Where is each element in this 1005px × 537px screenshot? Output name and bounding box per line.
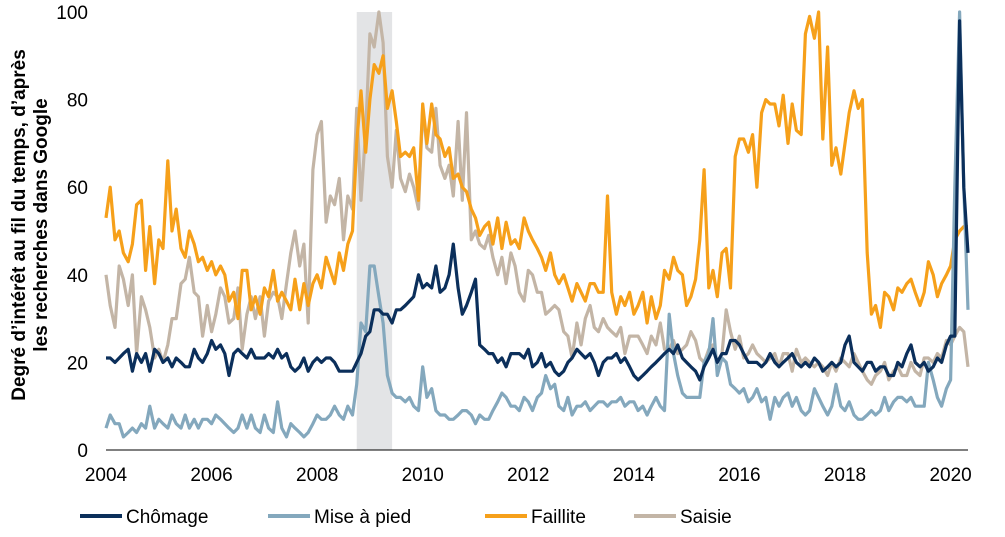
- legend-label: Saisie: [680, 507, 732, 528]
- legend-label: Chômage: [126, 507, 208, 528]
- legend-item: Chômage: [80, 507, 208, 528]
- legend-item: Mise à pied: [268, 507, 411, 528]
- x-tick-label: 2006: [190, 465, 232, 486]
- x-tick-label: 2018: [824, 465, 866, 486]
- series-layer: [104, 10, 970, 439]
- legend: Chômage Mise à pied Faillite Saisie: [80, 507, 732, 528]
- y-axis-label-line1: Degré d’intérêt au fil du temps, d’après: [9, 49, 30, 401]
- x-tick-label: 2004: [85, 465, 128, 486]
- y-tick-label: 80: [67, 91, 88, 112]
- y-tick-label: 20: [67, 353, 88, 374]
- recession-shade: [356, 12, 393, 450]
- series-line-2: [104, 10, 970, 439]
- y-tick-label: 40: [67, 266, 88, 287]
- y-tick-labels: 0 20 40 60 80 100: [56, 3, 88, 462]
- y-tick-label: 100: [56, 3, 88, 24]
- y-axis-label-line2: les recherches dans Google: [31, 98, 52, 351]
- legend-item: Faillite: [485, 507, 586, 528]
- legend-item: Saisie: [634, 507, 732, 528]
- series-line-3: [104, 10, 968, 329]
- x-tick-label: 2016: [718, 465, 760, 486]
- x-tick-label: 2008: [296, 465, 338, 486]
- legend-label: Mise à pied: [314, 507, 411, 528]
- legend-label: Faillite: [531, 507, 586, 528]
- x-tick-label: 2020: [929, 465, 971, 486]
- y-tick-label: 0: [77, 441, 88, 462]
- series-line-1: [106, 19, 970, 382]
- x-tick-label: 2010: [402, 465, 444, 486]
- recession-shading-layer: [356, 12, 393, 450]
- x-tick-label: 2014: [613, 465, 656, 486]
- series-line-4: [104, 10, 970, 386]
- x-tick-labels: 2004 2006 2008 2010 2012 2014 2016 2018 2020: [85, 465, 972, 486]
- y-tick-label: 60: [67, 178, 88, 199]
- x-tick-label: 2012: [507, 465, 549, 486]
